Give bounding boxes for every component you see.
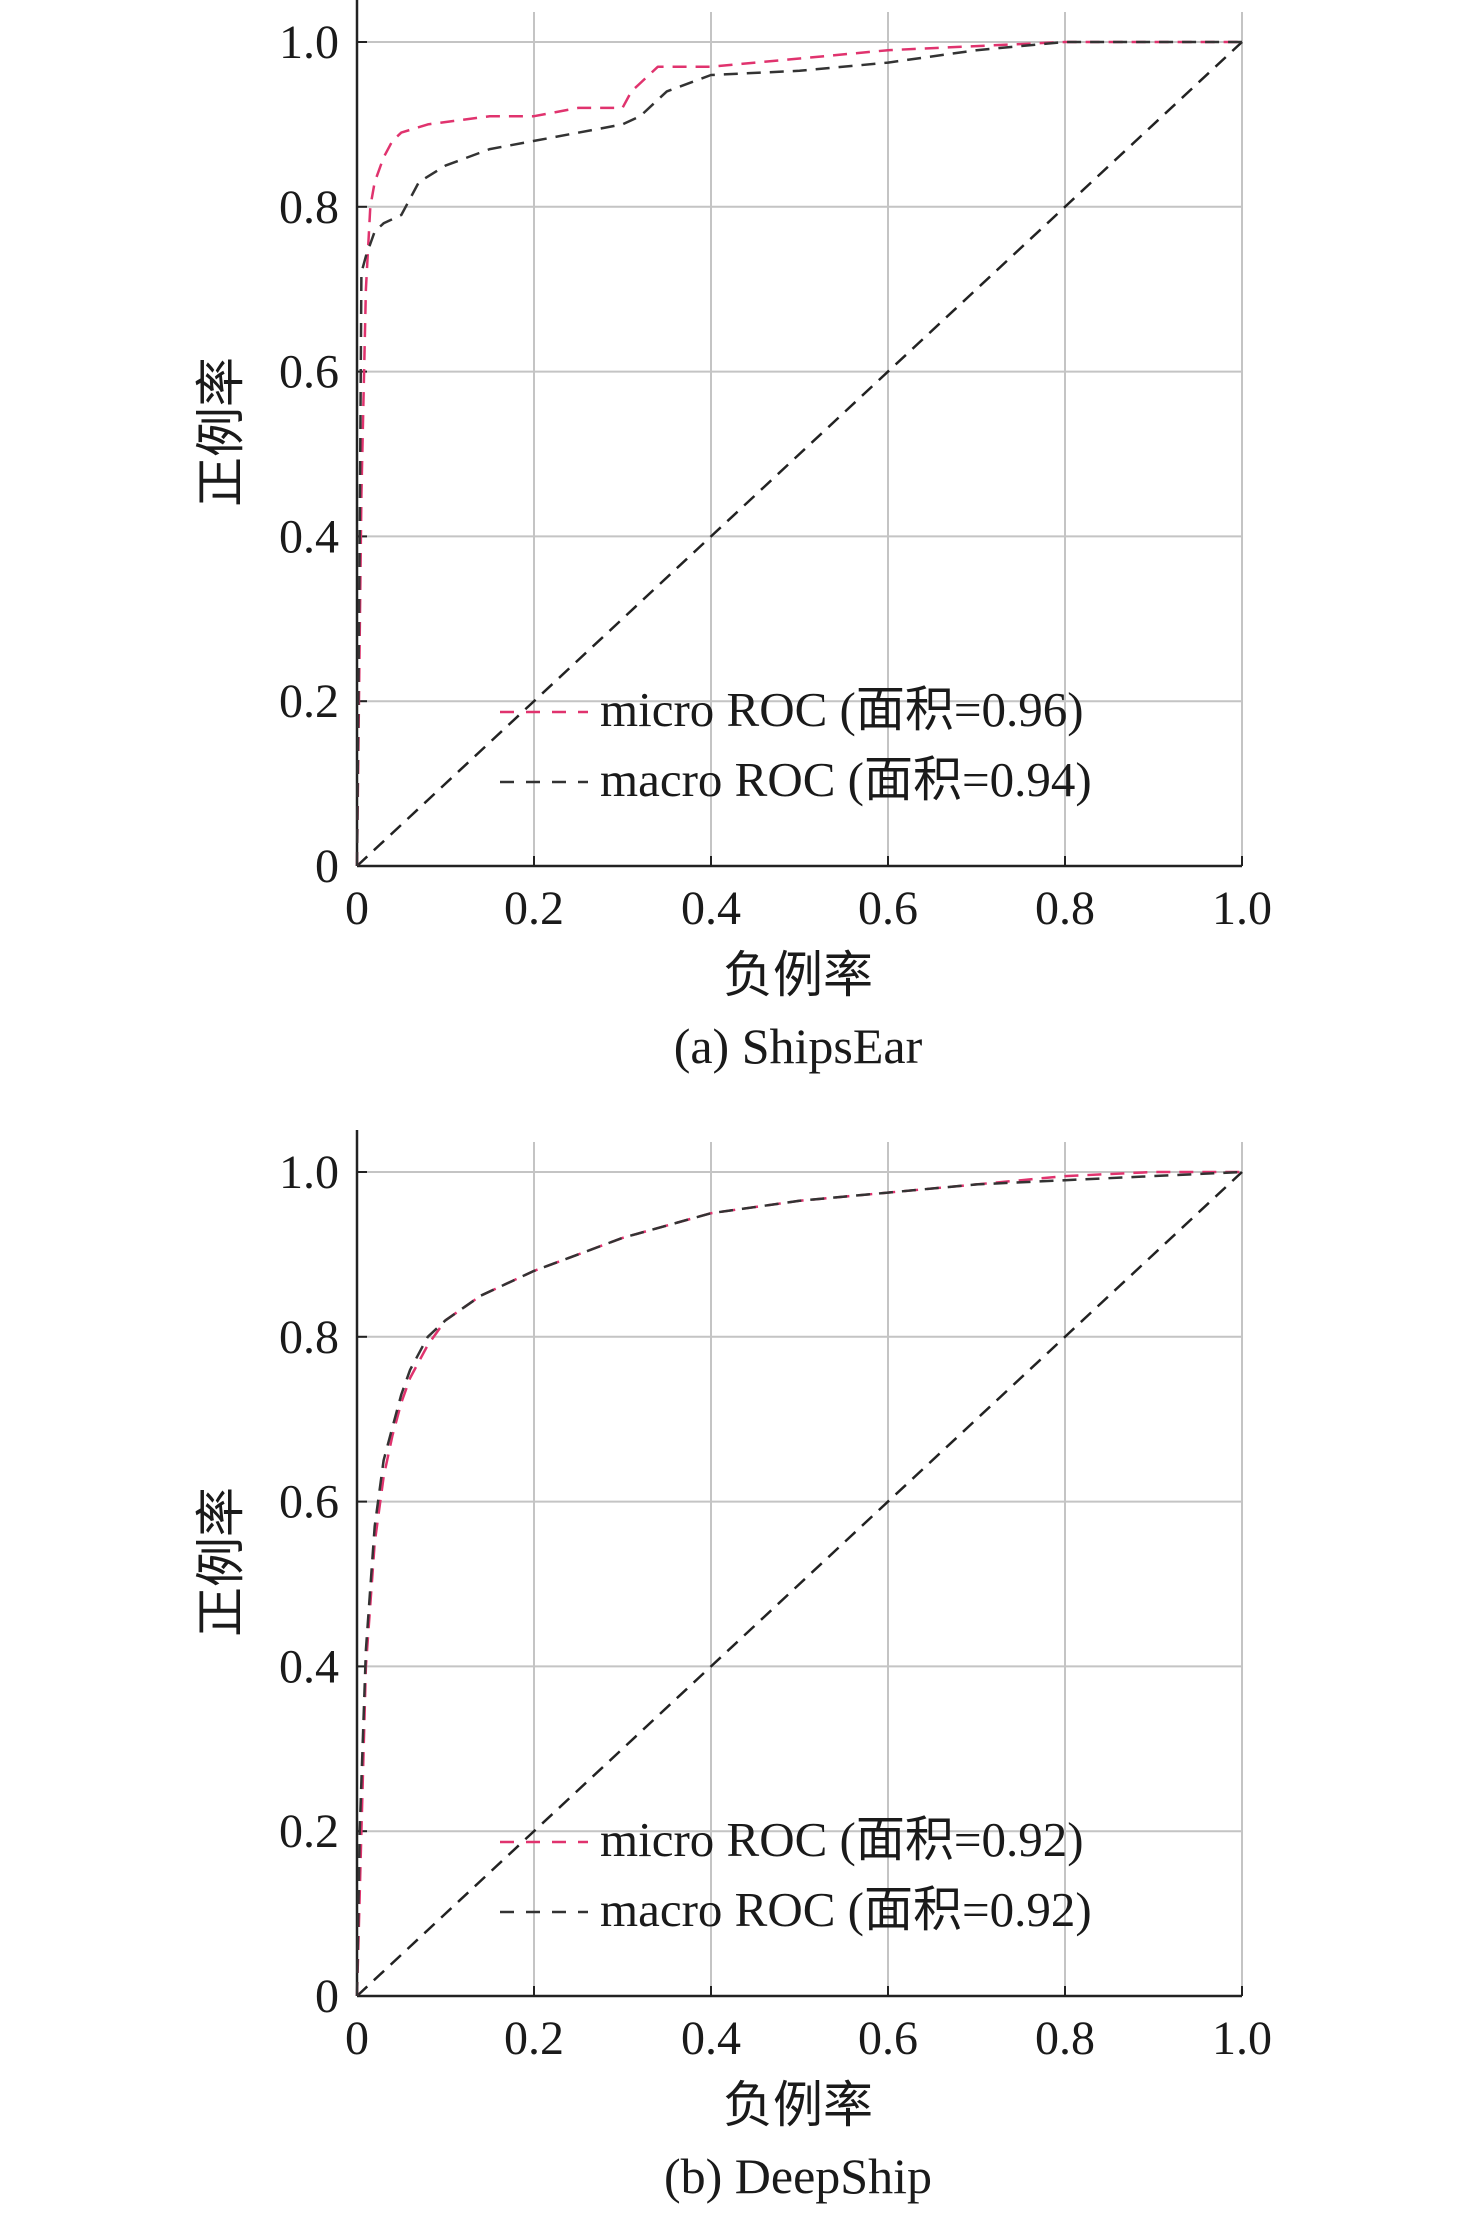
- roc-chart-shipsear: 正例率 负例率 (a) ShipsEar 0 0.2 0.4 0.6 0.8 1.0 0 0.…: [0, 0, 1476, 1100]
- y-axis-label: 正例率: [193, 357, 249, 507]
- micro-roc-line: [355, 40, 1242, 867]
- x-tick-label: 0.6: [858, 2012, 918, 2065]
- x-tick-label: 0.8: [1035, 882, 1095, 935]
- y-tick-label: 0.8: [279, 181, 339, 234]
- macro-roc-line: [355, 40, 1242, 867]
- legend: micro ROC (面积=0.96) macro ROC (面积=0.94): [500, 682, 1092, 807]
- grid: [357, 12, 1243, 866]
- y-tick-label: 0.6: [279, 346, 339, 399]
- x-tick-label: 0: [345, 882, 369, 935]
- x-tick-label: 0.8: [1035, 2012, 1095, 2065]
- y-axis-label: 正例率: [193, 1487, 249, 1637]
- legend-label: micro ROC (面积=0.92): [600, 1812, 1084, 1867]
- x-axis-label: 负例率: [723, 2077, 873, 2133]
- roc-chart-shipsear-svg: 正例率 负例率 (a) ShipsEar 0 0.2 0.4 0.6 0.8 1.0 0 0.…: [193, 0, 1272, 1074]
- micro-roc-line: [355, 1170, 1242, 1997]
- x-tick-label: 0: [345, 2012, 369, 2065]
- x-tick-label: 0.2: [504, 882, 564, 935]
- y-tick-label: 0: [315, 840, 339, 893]
- x-tick-label: 0.4: [681, 882, 741, 935]
- legend-label: macro ROC (面积=0.94): [600, 752, 1092, 807]
- x-axis-label: 负例率: [723, 947, 873, 1003]
- chart-caption: (a) ShipsEar: [674, 1018, 923, 1074]
- y-tick-label: 0: [315, 1970, 339, 2023]
- roc-chart-deepship-svg: 正例率 负例率 (b) DeepShip 0 0.2 0.4 0.6 0.8 1.0 0 0.…: [193, 1130, 1272, 2204]
- legend: micro ROC (面积=0.92) macro ROC (面积=0.92): [500, 1812, 1092, 1937]
- x-tick-label: 0.6: [858, 882, 918, 935]
- y-tick-label: 1.0: [279, 16, 339, 69]
- legend-label: micro ROC (面积=0.96): [600, 682, 1084, 737]
- chart-caption: (b) DeepShip: [664, 2148, 932, 2204]
- y-tick-label: 1.0: [279, 1146, 339, 1199]
- y-tick-label: 0.2: [279, 1805, 339, 1858]
- grid: [357, 1142, 1243, 1996]
- y-tick-label: 0.2: [279, 675, 339, 728]
- x-tick-label: 1.0: [1212, 882, 1272, 935]
- macro-roc-line: [355, 1170, 1243, 1997]
- y-tick-label: 0.6: [279, 1476, 339, 1529]
- y-tick-label: 0.4: [279, 1640, 339, 1693]
- x-tick-label: 1.0: [1212, 2012, 1272, 2065]
- y-tick-label: 0.8: [279, 1311, 339, 1364]
- y-tick-label: 0.4: [279, 510, 339, 563]
- legend-label: macro ROC (面积=0.92): [600, 1882, 1092, 1937]
- chance-line: [356, 41, 1243, 867]
- roc-chart-deepship: 正例率 负例率 (b) DeepShip 0 0.2 0.4 0.6 0.8 1.0 0 0.…: [0, 1130, 1476, 2230]
- x-tick-label: 0.2: [504, 2012, 564, 2065]
- chance-line: [356, 1171, 1243, 1997]
- x-tick-label: 0.4: [681, 2012, 741, 2065]
